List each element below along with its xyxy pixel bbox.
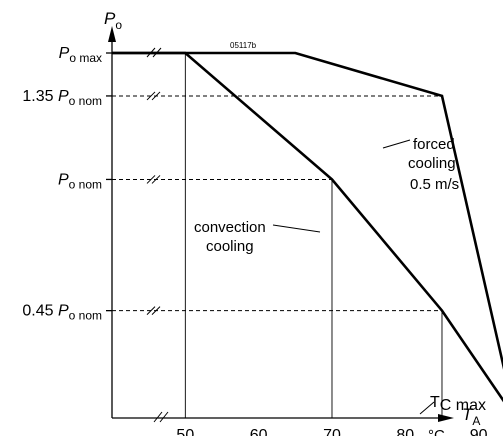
tc-max-leader-line: [419, 401, 435, 415]
x-axis-unit: °C: [428, 427, 445, 436]
convection-leader-line: [272, 224, 321, 233]
y-axis-title: Po: [104, 9, 122, 32]
convection-label-line1: convection: [194, 219, 266, 236]
grid-layer: [112, 53, 443, 418]
series-layer: [112, 51, 503, 403]
forced-label-line3: 0.5 m/s: [410, 176, 459, 193]
y-axis-arrow: [108, 26, 116, 42]
y-tick-label-4: 0.45 Po nom: [22, 303, 102, 323]
x-tick-labels: 50 60 70 80 90: [176, 427, 487, 436]
y-tick-label-3: Po nom: [58, 171, 102, 191]
x-tick-label-90: 90: [470, 427, 488, 436]
convection-label-line2: cooling: [206, 238, 254, 255]
guide-break-b-3: [151, 175, 161, 184]
x-axis-title: TA: [462, 405, 480, 428]
x-tick-label-80: 80: [396, 427, 414, 436]
x-axis-arrow: [438, 414, 454, 422]
forced-label-line1: forced: [413, 136, 455, 153]
guide-break-a-4: [146, 306, 156, 316]
forced-leader-line: [382, 139, 411, 149]
y-tick-labels: Po max 1.35 Po nom Po nom 0.45 Po nom: [22, 45, 161, 323]
figure-code: 05117b: [230, 41, 257, 50]
x-axis-break: [153, 411, 169, 423]
series-line-2: [112, 51, 503, 370]
y-tick-label-2: 1.35 Po nom: [22, 88, 102, 108]
x-tick-label-50: 50: [176, 427, 194, 436]
guide-break-b-2: [151, 91, 161, 101]
y-tick-label-1: Po max: [59, 45, 102, 65]
guide-break-b-4: [151, 306, 161, 316]
x-tick-label-70: 70: [323, 427, 341, 436]
forced-label-line2: cooling: [408, 155, 456, 172]
guide-break-a-3: [146, 175, 156, 184]
x-tick-label-60: 60: [250, 427, 268, 436]
guide-break-a-2: [146, 91, 156, 101]
tc-max-label: TC max: [430, 394, 486, 414]
